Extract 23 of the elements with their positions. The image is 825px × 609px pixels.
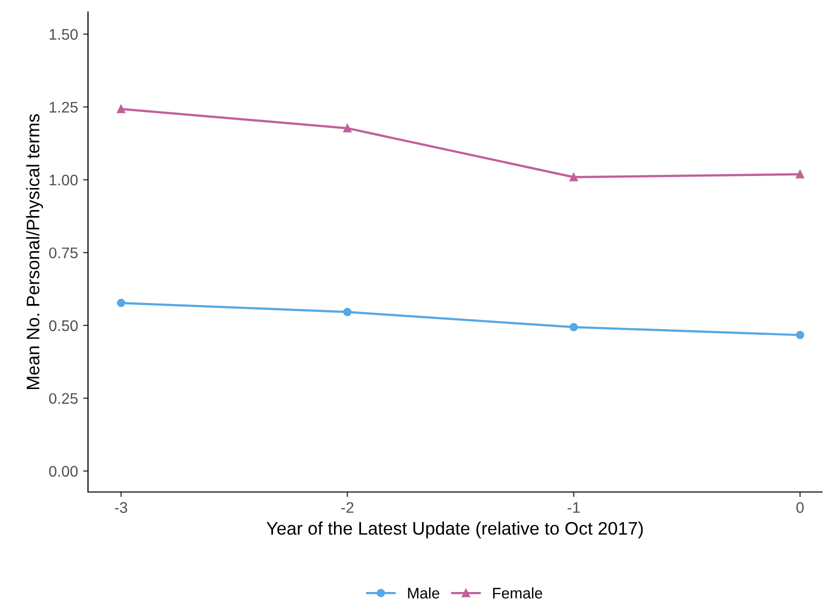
- y-tick-label: 0.50: [49, 320, 78, 332]
- point: [343, 308, 352, 316]
- point: [796, 170, 804, 178]
- x-tick-label: 0: [796, 502, 804, 513]
- x-tick-label: -2: [341, 502, 354, 513]
- point: [116, 104, 126, 114]
- y-tick-label: 1.00: [50, 174, 78, 186]
- y-tick-label: 1.25: [50, 102, 78, 113]
- y-tick-label: 1.50: [50, 29, 78, 40]
- y-tick-label: 0.00: [49, 466, 78, 477]
- point: [796, 330, 804, 340]
- x-tick-label: -3: [114, 502, 128, 513]
- legend-label: Female: [493, 587, 542, 599]
- point: [116, 298, 126, 308]
- point: [570, 172, 578, 182]
- y-tick-label: 0.75: [49, 247, 78, 258]
- y-tick-label: 0.25: [49, 393, 78, 404]
- legend-label: Male: [408, 587, 440, 599]
- y-axis-title: Mean No. Personal/Physical terms: [26, 114, 43, 389]
- point: [570, 322, 578, 332]
- x-tick-label: -1: [568, 502, 580, 513]
- x-axis-title: Year of the Latest Update (relative to Oct 2017): [266, 522, 643, 538]
- point: [343, 124, 352, 132]
